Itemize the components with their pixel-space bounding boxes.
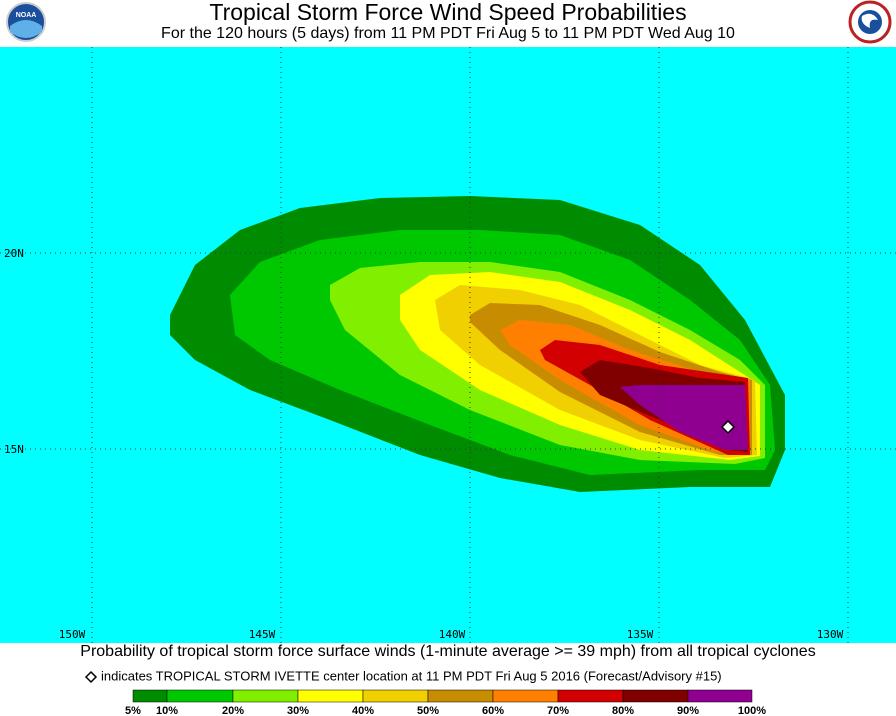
lon-label: 150W: [59, 628, 86, 641]
legend-swatch: [622, 689, 689, 703]
legend-label: 10%: [156, 705, 178, 716]
legend-swatch: [297, 689, 364, 703]
legend-label: 50%: [417, 705, 439, 716]
caption: Probability of tropical storm force surf…: [80, 643, 815, 660]
legend-swatch: [492, 689, 559, 703]
lon-label: 135W: [627, 628, 654, 641]
legend-label: 90%: [677, 705, 699, 716]
legend-label: 5%: [125, 705, 141, 716]
lat-label: 15N: [4, 443, 24, 456]
noaa-logo: NOAA: [6, 2, 46, 42]
legend-label: 70%: [547, 705, 569, 716]
lon-label: 130W: [817, 628, 844, 641]
subtitle: For the 120 hours (5 days) from 11 PM PD…: [161, 25, 735, 42]
legend-swatch: [232, 689, 299, 703]
legend-swatch: [132, 689, 168, 703]
legend-label: 40%: [352, 705, 374, 716]
marker-key: [84, 670, 98, 684]
storm-center-marker: [720, 419, 736, 435]
legend-swatch: [427, 689, 494, 703]
legend: 5% 10% 20% 30% 40% 50% 60% 70% 80% 90% 100%: [125, 689, 766, 716]
logo-text: NOAA: [16, 12, 37, 19]
legend-swatch: [362, 689, 429, 703]
probability-contours: [170, 196, 785, 492]
lon-label: 140W: [439, 628, 466, 641]
legend-label: 100%: [738, 705, 766, 716]
legend-swatch: [557, 689, 624, 703]
title: Tropical Storm Force Wind Speed Probabil…: [209, 0, 686, 25]
legend-swatch: [687, 689, 753, 703]
nws-logo: [848, 0, 892, 44]
legend-label: 20%: [222, 705, 244, 716]
contour: [620, 385, 748, 450]
marker-note: indicates TROPICAL STORM IVETTE center l…: [101, 668, 722, 683]
lat-label: 20N: [4, 247, 24, 260]
lon-label: 145W: [249, 628, 276, 641]
legend-label: 80%: [612, 705, 634, 716]
legend-swatch: [166, 689, 234, 703]
legend-label: 30%: [287, 705, 309, 716]
legend-label: 60%: [482, 705, 504, 716]
